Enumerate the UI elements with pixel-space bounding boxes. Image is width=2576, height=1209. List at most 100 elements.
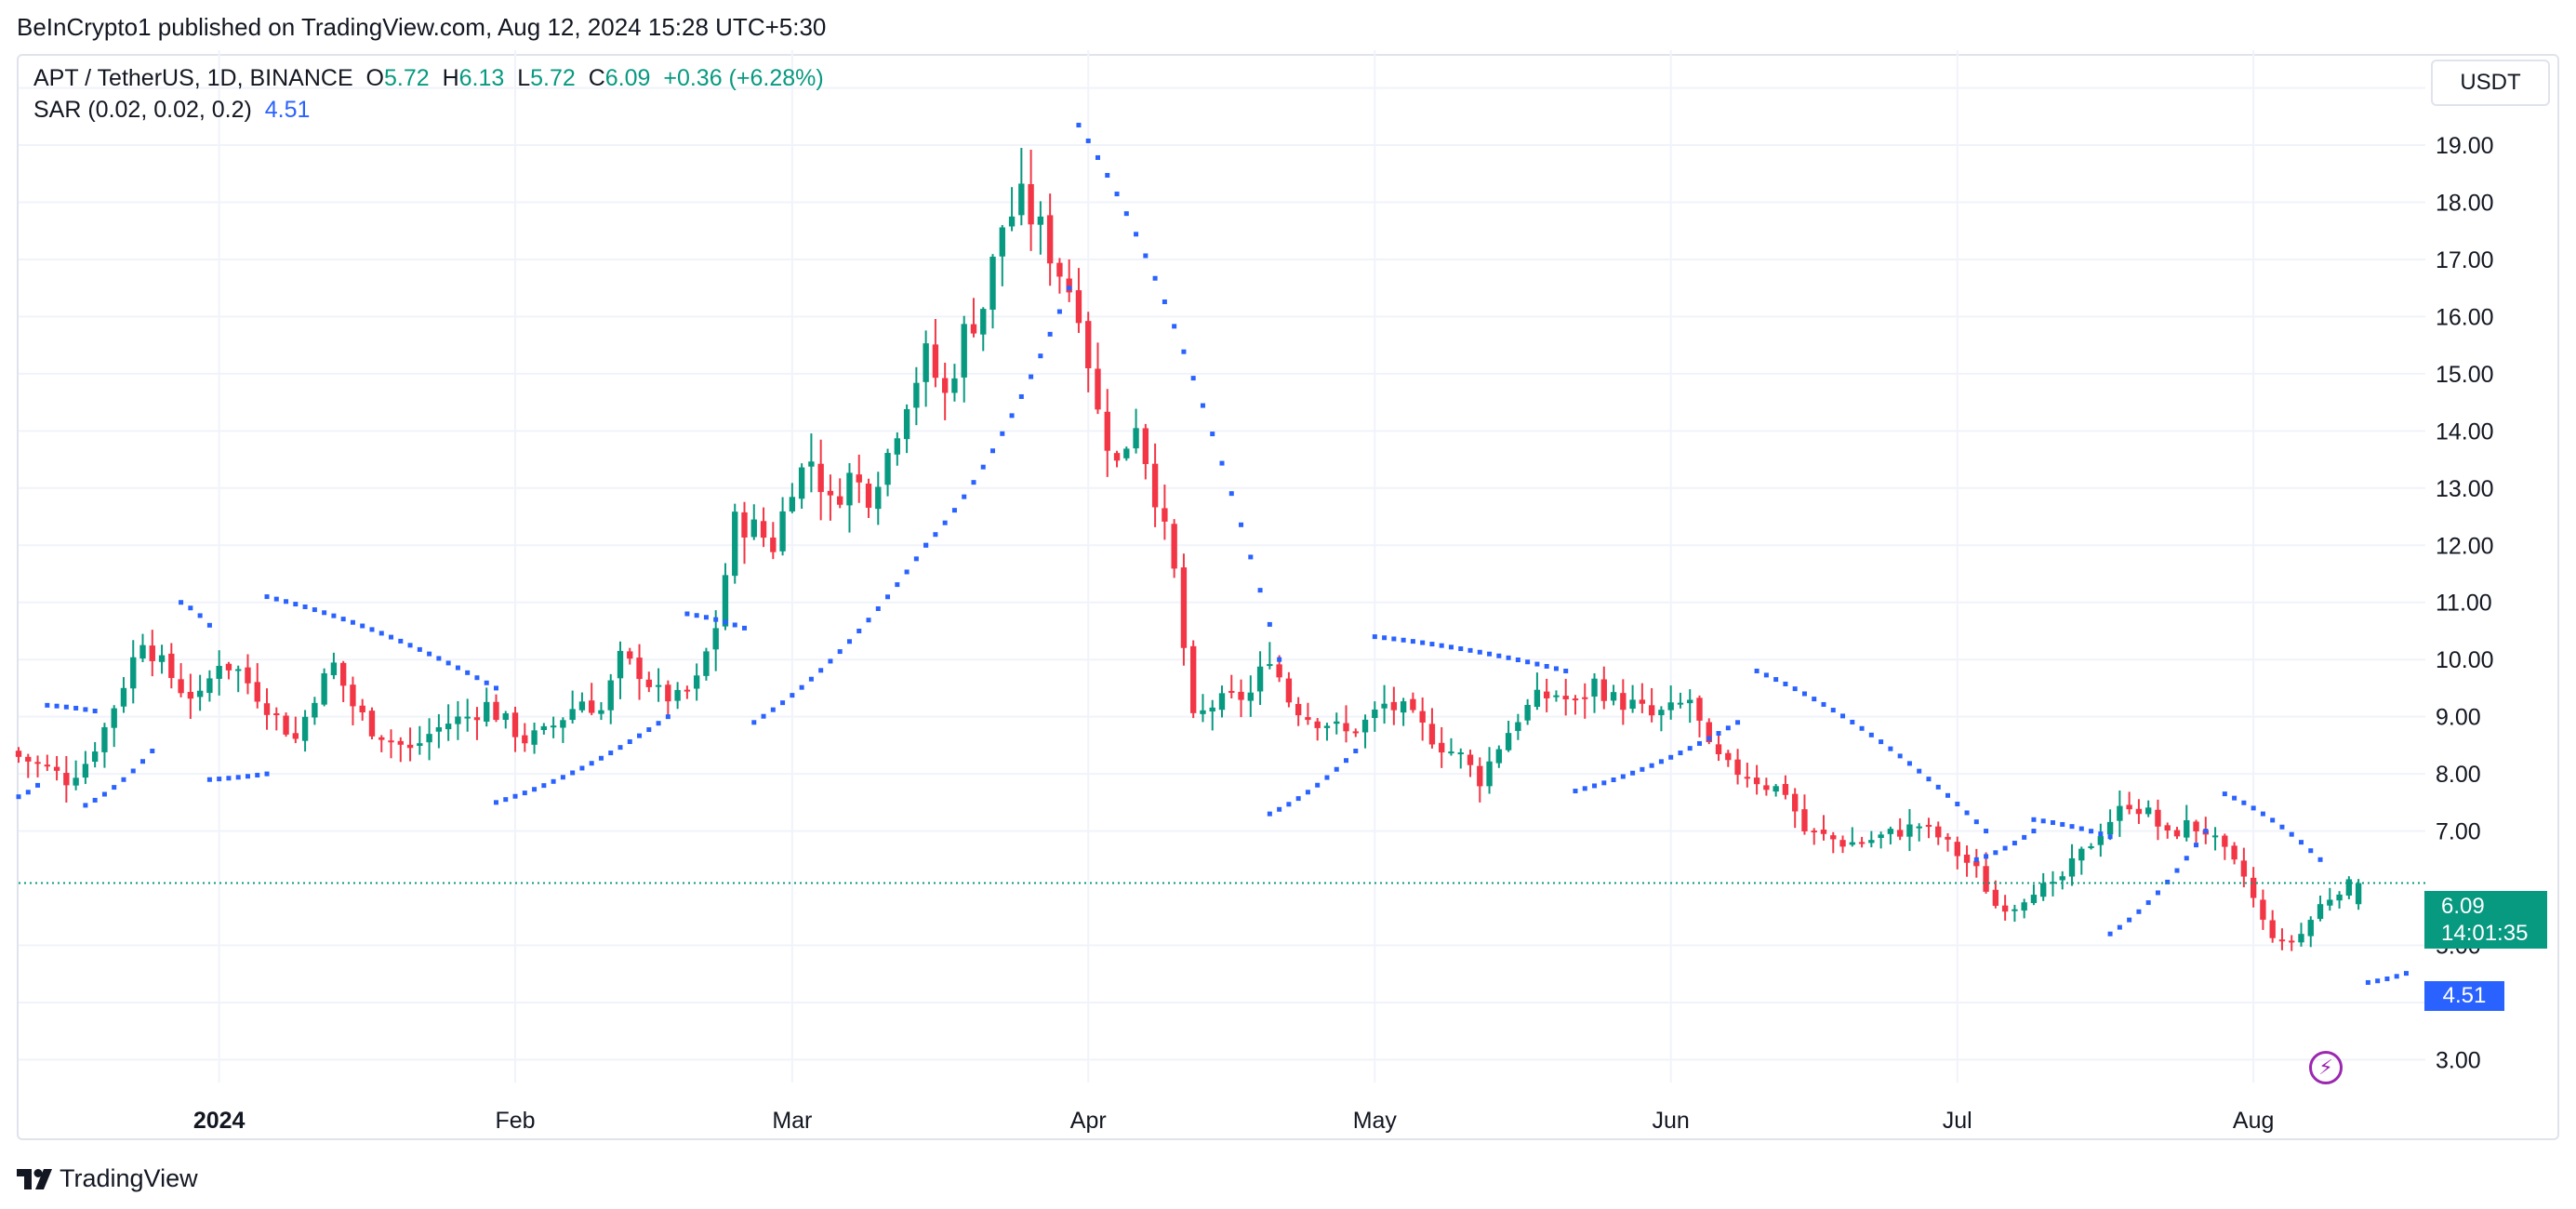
lightning-icon[interactable]: ⚡ [2309, 1051, 2343, 1084]
candle-body [283, 715, 289, 735]
sar-dot [1038, 353, 1043, 359]
sar-dot [694, 613, 699, 618]
candle-body [34, 762, 41, 764]
sar-dot [1735, 720, 1741, 725]
sar-dot [121, 777, 126, 782]
candle-body [1811, 830, 1817, 833]
sar-dot [1830, 708, 1836, 713]
tradingview-logo[interactable]: TradingView [17, 1164, 198, 1193]
sar-dot [1248, 554, 1254, 560]
sar-dot [179, 600, 184, 605]
sar-dot [35, 782, 41, 788]
candle-body [292, 733, 299, 739]
sar-dot [1888, 746, 1893, 751]
candle-body [168, 653, 175, 679]
sar-dot [1754, 668, 1759, 673]
low-label: L [517, 65, 531, 91]
sar-dot [1553, 666, 1559, 671]
sar-dot [1162, 299, 1167, 305]
sar-dot [933, 532, 938, 538]
sar-dot [895, 582, 900, 588]
sar-dot [1257, 588, 1263, 593]
candle-body [999, 227, 1005, 257]
sar-dot [322, 610, 327, 616]
sar-dot [1630, 770, 1636, 776]
candle-body [359, 705, 365, 712]
sar-dot [951, 508, 957, 513]
candle-body [1467, 754, 1474, 765]
sar-dot [1534, 661, 1540, 667]
candle-body [1906, 824, 1913, 837]
candle-body [1524, 704, 1531, 721]
sar-dot [273, 596, 279, 602]
candle-body [923, 343, 929, 382]
candle-body [139, 644, 146, 659]
sar-dot [2298, 840, 2304, 845]
sar-dot [818, 668, 824, 673]
sar-dot [455, 665, 460, 671]
sar-dot [1277, 657, 1282, 662]
sar-dot [522, 790, 527, 796]
candle-body [2059, 876, 2065, 881]
y-tick-label: 14.00 [2436, 418, 2494, 445]
sar-dot [512, 793, 518, 799]
candle-body [1247, 692, 1254, 701]
sar-dot [1056, 309, 1062, 314]
sar-dot [445, 660, 451, 666]
candle-body [1935, 826, 1942, 838]
candle-body [473, 717, 481, 721]
candle-body [2030, 895, 2038, 904]
candle-body [1495, 749, 1503, 764]
candle-body [263, 703, 271, 715]
candle-body [598, 710, 604, 714]
sar-dot [1973, 857, 1979, 862]
sar-dot [1544, 663, 1549, 669]
sar-dot [312, 607, 317, 613]
candle-body [1343, 723, 1349, 732]
last-price-badge: 6.09 14:01:35 [2424, 891, 2547, 949]
candle-body [1037, 216, 1044, 225]
indicator-legend[interactable]: SAR (0.02, 0.02, 0.2) 4.51 [33, 97, 310, 124]
candle-body [1945, 836, 1951, 840]
candle-body [1305, 717, 1311, 721]
sar-dot [2022, 834, 2027, 840]
sar-dot [541, 783, 547, 789]
candle-body [693, 675, 700, 689]
sar-dot [1324, 775, 1330, 780]
candle-body [1687, 699, 1693, 704]
close-label: C [588, 65, 605, 91]
currency-unit-button[interactable]: USDT [2431, 60, 2550, 106]
sar-dot [2078, 826, 2084, 831]
sar-dot [598, 755, 604, 761]
candle-body [1323, 725, 1331, 728]
sar-dot [2012, 841, 2017, 846]
sar-dot [369, 627, 375, 632]
sar-dot [560, 775, 565, 780]
candle-body [1648, 705, 1655, 716]
candle-body [350, 684, 356, 707]
sar-dot [866, 618, 871, 623]
candle-body [1361, 719, 1369, 733]
candle-body [655, 684, 662, 687]
sar-dot [1620, 774, 1626, 779]
candle-body [1372, 709, 1378, 719]
candle-body [111, 708, 117, 728]
sar-dot [389, 634, 394, 640]
candle-body [206, 678, 213, 694]
sar-dot [1955, 802, 1960, 807]
symbol-label[interactable]: APT / TetherUS, 1D, BINANCE [33, 65, 353, 91]
sar-dot [2375, 978, 2381, 984]
sar-dot [226, 776, 232, 781]
candle-body [1190, 645, 1197, 713]
sar-dot [493, 685, 498, 691]
candle-body [1782, 783, 1789, 795]
x-tick-label: Apr [1070, 1108, 1107, 1134]
candle-body [2050, 882, 2056, 884]
candle-body [865, 484, 872, 508]
chart-frame [17, 54, 2559, 1140]
candle-body [645, 679, 652, 687]
candle-body [445, 724, 452, 730]
candle-body [2250, 877, 2257, 898]
sar-dot [589, 761, 594, 766]
